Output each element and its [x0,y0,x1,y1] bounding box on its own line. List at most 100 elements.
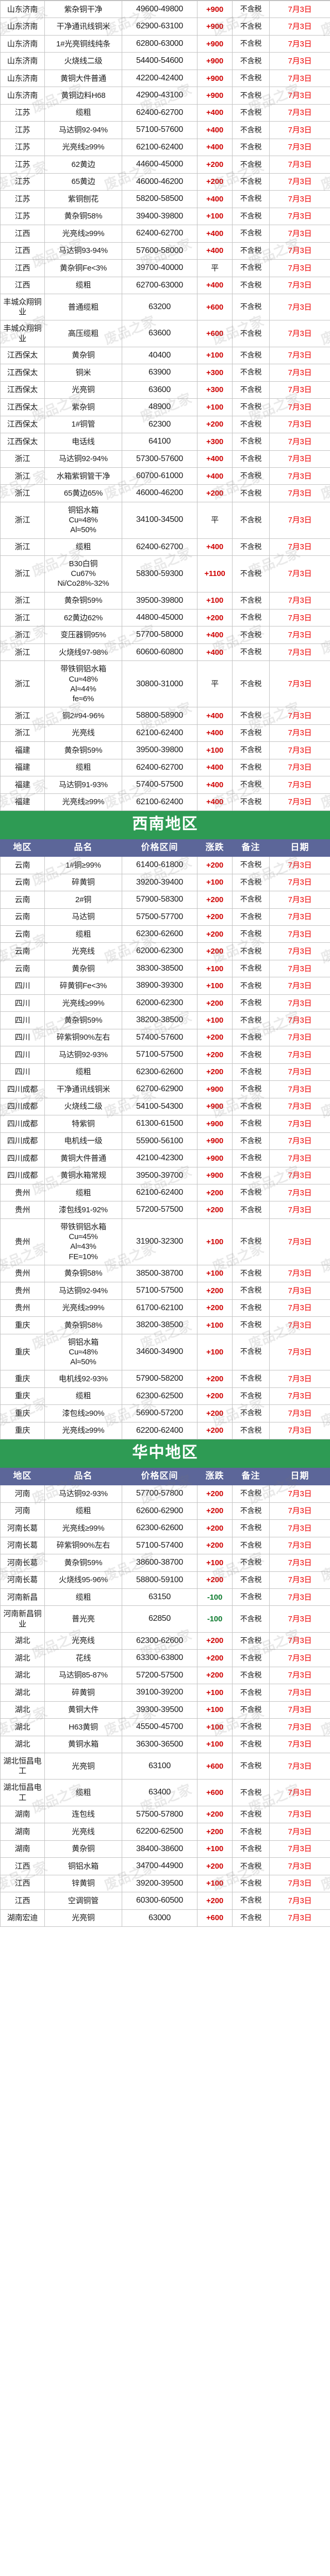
cell-region: 湖北 [0,1718,45,1736]
cell-product-name: 缆粗 [44,276,122,294]
cell-note: 不含税 [232,35,270,53]
cell-product-name: 黄铜水箱 [44,1735,122,1754]
cell-region: 河南长葛 [0,1536,45,1555]
cell-product-name: 电机线92-93% [44,1370,122,1388]
cell-product-name: 62黄边62% [44,608,122,627]
table-row: 江西保太 电话线 64100 +300 不含税 7月3日 [0,433,330,451]
cell-product-name: 连包线 [44,1805,122,1824]
cell-product-name: 马达铜91-93% [44,776,122,794]
cell-note: 不含税 [232,1892,270,1910]
cell-region: 四川 [0,1063,45,1081]
column-header-change: 涨跌 [197,839,233,857]
cell-change: +600 [197,320,233,347]
cell-date: 7月3日 [269,1201,330,1219]
cell-change: +200 [197,1299,233,1317]
cell-change: +900 [197,18,233,36]
cell-product-name: 马达铜85-87% [44,1666,122,1685]
cell-date: 7月3日 [269,1588,330,1606]
table-row: 江西 马达铜93-94% 57600-58000 +400 不含税 7月3日 [0,242,330,260]
cell-change: +200 [197,942,233,960]
table-row: 湖北 花线 63300-63800 +200 不含税 7月3日 [0,1649,330,1667]
cell-price-range: 57700-57800 [122,1485,197,1503]
cell-region: 湖北 [0,1649,45,1667]
cell-region: 湖南 [0,1823,45,1841]
cell-date: 7月3日 [269,1404,330,1422]
cell-note: 不含税 [232,873,270,892]
cell-date: 7月3日 [269,259,330,277]
cell-price-range: 62400-62700 [122,104,197,122]
cell-change: -100 [197,1605,233,1633]
cell-note: 不含税 [232,484,270,502]
cell-price-range: 62000-62300 [122,994,197,1012]
cell-region: 四川 [0,994,45,1012]
cell-region: 湖北 [0,1666,45,1685]
cell-date: 7月3日 [269,959,330,978]
cell-change: +200 [197,1282,233,1300]
table-row: 湖北恒昌电工 光亮铜 63100 +600 不含税 7月3日 [0,1753,330,1780]
cell-change: +600 [197,1753,233,1780]
cell-region: 江西 [0,1892,45,1910]
cell-price-range: 57100-57500 [122,1046,197,1064]
cell-note: 不含税 [232,364,270,382]
table-row: 四川成都 干净通讯线铜米 62700-62900 +900 不含税 7月3日 [0,1080,330,1098]
cell-change: +400 [197,450,233,468]
cell-region: 贵州 [0,1282,45,1300]
table-row: 福建 黄杂铜59% 39500-39800 +100 不含税 7月3日 [0,741,330,759]
cell-product-name: 1#铜管 [44,415,122,434]
cell-note: 不含税 [232,259,270,277]
cell-note: 不含税 [232,1701,270,1719]
cell-price-range: 46000-46200 [122,173,197,191]
table-row: 河南长葛 火烧线95-96% 58800-59100 +200 不含税 7月3日 [0,1571,330,1589]
cell-product-name: 碎黄铜 [44,873,122,892]
cell-note: 不含税 [232,1218,270,1265]
table-row: 湖北 马达铜85-87% 57200-57500 +200 不含税 7月3日 [0,1666,330,1685]
cell-product-name: 黄杂铜58% [44,1264,122,1283]
cell-note: 不含税 [232,121,270,139]
cell-note: 不含税 [232,1805,270,1824]
cell-price-range: 54400-54600 [122,52,197,70]
cell-price-range: 62700-62900 [122,1080,197,1098]
cell-change: +200 [197,925,233,943]
cell-region: 贵州 [0,1184,45,1202]
table-row: 江西保太 铜米 63900 +300 不含税 7月3日 [0,364,330,382]
cell-price-range: 61400-61800 [122,856,197,874]
cell-date: 7月3日 [269,1132,330,1150]
section-title: 西南地区 [0,810,330,840]
column-header-date: 日期 [269,1467,330,1486]
cell-price-range: 39200-39400 [122,873,197,892]
cell-change: +600 [197,1909,233,1927]
cell-price-range: 39200-39500 [122,1874,197,1893]
cell-price-range: 39500-39800 [122,741,197,759]
cell-note: 不含税 [232,138,270,157]
cell-change: +200 [197,156,233,174]
cell-price-range: 31900-32300 [122,1218,197,1265]
cell-region: 江西 [0,1857,45,1875]
cell-date: 7月3日 [269,608,330,627]
cell-region: 丰城众翔铜业 [0,293,45,321]
cell-note: 不含税 [232,1485,270,1503]
cell-note: 不含税 [232,1874,270,1893]
cell-region: 四川成都 [0,1097,45,1116]
cell-date: 7月3日 [269,908,330,926]
cell-date: 7月3日 [269,1666,330,1685]
column-header-region: 地区 [0,839,45,857]
cell-note: 不含税 [232,1779,270,1806]
table-row: 浙江 变压器铜95% 57700-58000 +400 不含税 7月3日 [0,626,330,644]
cell-change: +400 [197,104,233,122]
cell-price-range: 57100-57400 [122,1536,197,1555]
cell-price-range: 39100-39200 [122,1684,197,1702]
cell-change: +400 [197,242,233,260]
cell-product-name: 2#铜 [44,891,122,909]
table-row: 江苏 光亮线≥99% 62100-62400 +400 不含税 7月3日 [0,138,330,157]
cell-note: 不含税 [232,1909,270,1927]
cell-region: 浙江 [0,538,45,556]
cell-date: 7月3日 [269,1011,330,1029]
table-row: 四川成都 特紫铜 61300-61500 +900 不含税 7月3日 [0,1115,330,1133]
cell-note: 不含税 [232,320,270,347]
cell-region: 山东济南 [0,35,45,53]
cell-change: 平 [197,660,233,708]
cell-date: 7月3日 [269,1823,330,1841]
cell-price-range: 63200 [122,293,197,321]
cell-note: 不含税 [232,608,270,627]
cell-region: 江西 [0,1874,45,1893]
